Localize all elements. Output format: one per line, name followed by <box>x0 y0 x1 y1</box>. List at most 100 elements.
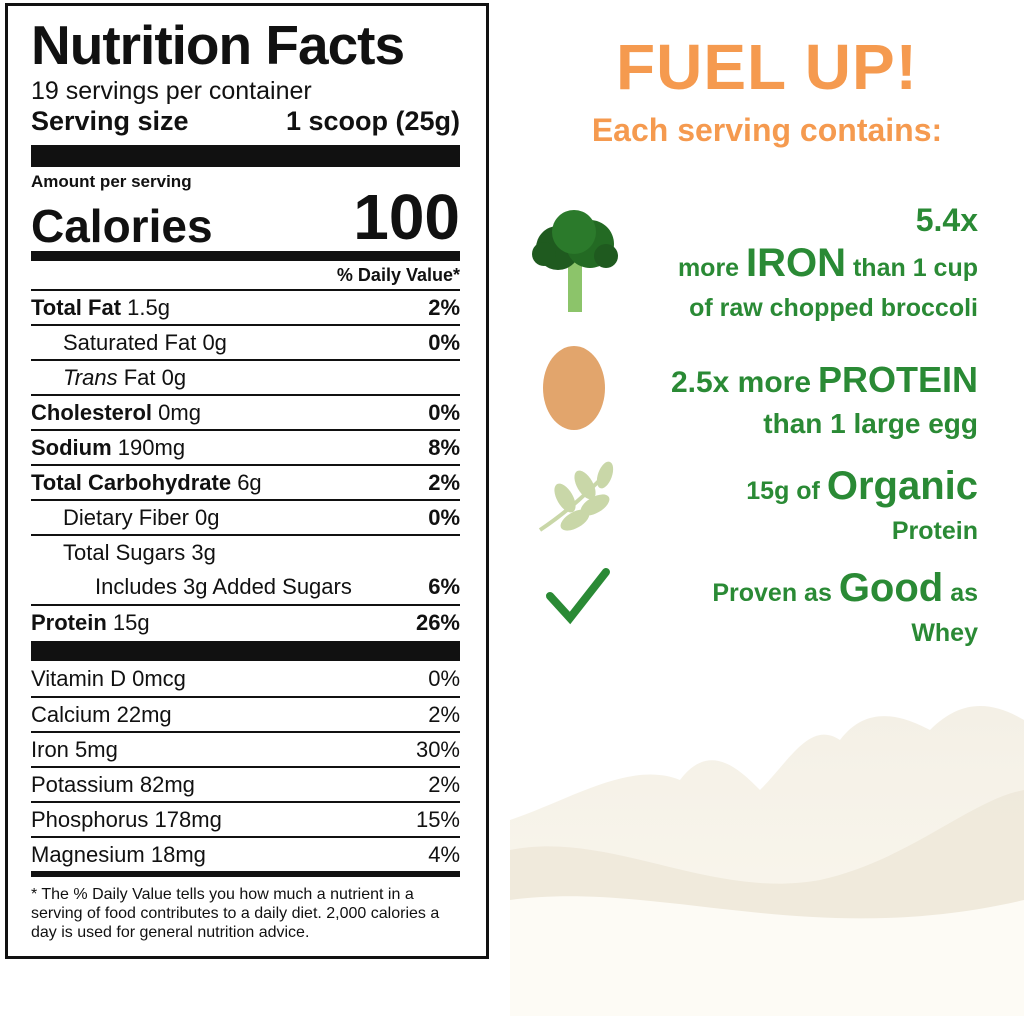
daily-value: 30% <box>415 736 460 762</box>
text: as <box>950 579 978 607</box>
nutrient-row: Includes 3g Added Sugars 6% <box>31 569 460 604</box>
text: more <box>677 254 740 282</box>
thick-rule <box>31 641 460 661</box>
promo-item: Proven as Good as Whey <box>712 568 978 653</box>
promo-panel: FUEL UP! Each serving contains: 5.4x mor… <box>510 0 1024 1016</box>
nutrient: Sodium 190mg <box>31 435 185 461</box>
wheat-icon <box>538 461 614 532</box>
text: Good <box>838 566 944 610</box>
daily-value: 26% <box>415 609 460 635</box>
nutrient-row: Cholesterol 0mg 0% <box>31 394 460 429</box>
daily-value: 8% <box>428 434 460 460</box>
promo-item: 5.4x more IRON than 1 cup of raw chopped… <box>678 200 978 328</box>
daily-value: 0% <box>428 504 460 530</box>
text: Whey <box>911 619 978 647</box>
nutrient-name: Total Sugars <box>63 539 186 565</box>
line: 2.5x more PROTEIN <box>671 360 978 404</box>
nutrient-row: Sodium 190mg 8% <box>31 429 460 464</box>
text: Organic <box>826 464 978 508</box>
line: more IRON than 1 cup <box>678 243 978 288</box>
nutrient: Saturated Fat 0g <box>31 330 227 356</box>
nutrient-row: Protein 15g 26% <box>31 604 460 639</box>
daily-value: 2% <box>428 469 460 495</box>
line: 15g of Organic <box>746 466 978 511</box>
text: of raw chopped broccoli <box>689 294 978 322</box>
nutrient-name: Cholesterol <box>31 399 153 425</box>
promo-title: FUEL UP! <box>616 31 918 103</box>
calories-value: 100 <box>353 181 460 253</box>
calories-label: Calories <box>31 200 213 252</box>
nutrient-row: Total Fat 1.5g 2% <box>31 289 460 324</box>
nutrient: Magnesium 18mg <box>31 842 206 868</box>
nutrient-amount: 0mg <box>158 399 201 425</box>
nutrient-name: Total Fat <box>31 294 122 320</box>
nutrient-name: Magnesium <box>31 841 145 867</box>
nutrient-name: Fat <box>123 364 156 390</box>
nutrient-amount: 3g <box>191 539 216 565</box>
egg-icon <box>543 346 605 430</box>
nutrient-amount: 0g <box>202 329 227 355</box>
nutrient: Calcium 22mg <box>31 702 172 728</box>
daily-value: 0% <box>428 665 460 691</box>
line: than 1 large egg <box>671 404 978 445</box>
nutrient-name: Includes 3g Added Sugars <box>95 573 352 599</box>
nutrient: Total Fat 1.5g <box>31 295 170 321</box>
nutrient-list: Total Fat 1.5g 2% Saturated Fat 0g 0% Trans … <box>31 289 460 639</box>
nutrient-name: Calcium <box>31 701 111 727</box>
line: Whey <box>712 613 978 653</box>
nutrient-amount: 0mcg <box>132 665 186 691</box>
nutrient-row: Trans Fat 0g <box>31 359 460 394</box>
promo-subtitle: Each serving contains: <box>591 112 943 148</box>
nutrient-name: Sodium <box>31 434 112 460</box>
nutrient-name: Vitamin D <box>31 665 126 691</box>
daily-value: 0% <box>428 399 460 425</box>
nutrient-row: Magnesium 18mg 4% <box>31 836 460 871</box>
text: than 1 large egg <box>763 408 978 439</box>
serving-size-label: Serving size <box>31 106 189 136</box>
nutrient: Total Sugars 3g <box>31 540 216 566</box>
nutrient: Vitamin D 0mcg <box>31 666 186 692</box>
nutrient-name: Iron <box>31 736 69 762</box>
nutrient-row: Total Carbohydrate 6g 2% <box>31 464 460 499</box>
nutrient-amount: 5mg <box>75 736 118 762</box>
nutrient-amount: 6g <box>237 469 262 495</box>
nutrient: Phosphorus 178mg <box>31 807 222 833</box>
nutrient: Dietary Fiber 0g <box>31 505 220 531</box>
text: 2.5x more <box>670 366 812 399</box>
line: 5.4x <box>678 200 978 243</box>
amount-per-serving: Amount per serving <box>31 172 192 191</box>
nutrient: Includes 3g Added Sugars <box>31 574 352 600</box>
daily-value: 4% <box>428 841 460 867</box>
nutrient-row: Vitamin D 0mcg 0% <box>31 661 460 696</box>
daily-value: 2% <box>428 701 460 727</box>
promo-art <box>510 210 1024 1016</box>
label-title: Nutrition Facts <box>31 14 405 76</box>
nutrient-name: Potassium <box>31 771 134 797</box>
vitamin-list: Vitamin D 0mcg 0% Calcium 22mg 2% Iron 5mg 30… <box>31 661 460 871</box>
nutrient-amount: 0g <box>195 504 220 530</box>
calories-row: Calories 100 <box>31 185 460 249</box>
text: Proven as <box>712 579 832 607</box>
nutrient-name: Saturated Fat <box>63 329 197 355</box>
text: Protein <box>891 517 978 545</box>
nutrient-row: Total Sugars 3g <box>31 534 460 569</box>
promo-item: 2.5x more PROTEIN than 1 large egg <box>671 360 978 445</box>
nutrient-name: Total Carbohydrate <box>31 469 232 495</box>
broccoli-icon <box>532 210 618 312</box>
nutrient: Protein 15g <box>31 610 150 636</box>
daily-value: 15% <box>415 806 460 832</box>
nutrient: Iron 5mg <box>31 737 118 763</box>
nutrient-name: Protein <box>31 609 107 635</box>
line: of raw chopped broccoli <box>678 288 978 328</box>
nutrient-amount: 1.5g <box>127 294 170 320</box>
nutrient-amount: 178mg <box>154 806 222 832</box>
promo-item: 15g of Organic Protein <box>746 466 978 551</box>
text: than 1 cup <box>852 254 978 282</box>
dv-header: % Daily Value* <box>336 265 460 285</box>
nutrient: Potassium 82mg <box>31 772 195 798</box>
nutrient-amount: 22mg <box>116 701 172 727</box>
text: 5.4x <box>915 202 978 238</box>
thick-rule <box>31 145 460 167</box>
line: Protein <box>746 511 978 551</box>
